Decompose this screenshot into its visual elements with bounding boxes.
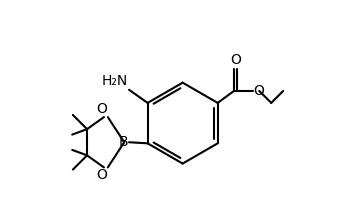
Text: O: O — [96, 168, 107, 182]
Text: O: O — [230, 53, 241, 67]
Text: O: O — [96, 103, 107, 116]
Text: B: B — [118, 135, 128, 149]
Text: O: O — [253, 84, 264, 98]
Text: H₂N: H₂N — [102, 74, 128, 88]
